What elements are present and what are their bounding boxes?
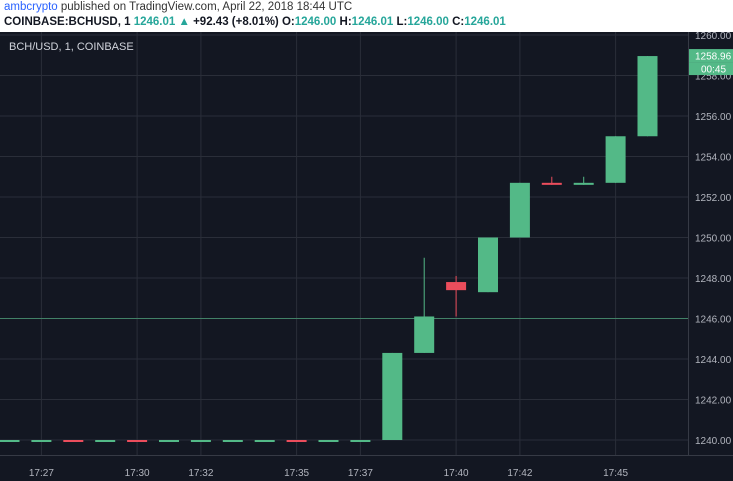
countdown-label: 00:45 [701, 65, 726, 76]
close-label: C: [452, 16, 465, 28]
candle-body [605, 136, 626, 183]
chart-panel[interactable]: 1240.00 1242.00 1244.00 1246.00 1248.00 1250.… [0, 32, 733, 481]
high-value: 1246.01 [351, 16, 394, 28]
y-tick-label: 1260.00 [695, 32, 732, 42]
x-tick-label: 17:37 [348, 468, 373, 479]
publish-line: ambcrypto published on TradingView.com, … [4, 1, 352, 13]
candle-body [190, 440, 211, 442]
change-arrow-icon: ▲ [178, 16, 190, 28]
x-tick-label: 17:30 [125, 468, 150, 479]
x-tick-label: 17:27 [29, 468, 54, 479]
chart-header: ambcrypto published on TradingView.com, … [0, 0, 733, 32]
y-tick-label: 1250.00 [695, 234, 732, 245]
x-tick-label: 17:42 [507, 468, 532, 479]
candle-body [573, 182, 594, 185]
y-tick-label: 1254.00 [695, 153, 732, 164]
candle-body [382, 352, 403, 440]
x-tick-label: 17:32 [188, 468, 213, 479]
candle-body [159, 440, 179, 442]
symbol-label[interactable]: COINBASE:BCHUSD, 1 [4, 16, 131, 28]
symbol-info-line: COINBASE:BCHUSD, 1 1246.01 ▲ +92.43 (+8.… [4, 16, 506, 28]
y-tick-label: 1240.00 [695, 436, 732, 447]
change-text: +92.43 (+8.01%) [193, 16, 279, 28]
candle-body [446, 282, 467, 291]
candle-body [286, 440, 307, 442]
last-value: 1246.01 [133, 16, 176, 28]
last-price-label-box [689, 49, 733, 63]
last-price-label: 1258.96 [695, 52, 732, 63]
low-label: L: [396, 16, 408, 28]
candle-body [95, 440, 116, 442]
candle-body [127, 440, 148, 442]
countdown-label-box [689, 62, 733, 76]
y-tick-label: 1252.00 [695, 193, 732, 204]
y-tick-label: 1244.00 [695, 355, 732, 366]
candle-body [541, 182, 562, 185]
candle-body [478, 237, 498, 293]
high-label: H: [339, 16, 352, 28]
candle-body [350, 440, 371, 442]
candlestick-chart[interactable]: 1240.00 1242.00 1244.00 1246.00 1248.00 1250.… [0, 32, 733, 481]
candle-body [31, 440, 52, 442]
y-tick-label: 1256.00 [695, 112, 732, 123]
publish-text: published on TradingView.com, April 22, … [57, 1, 353, 13]
x-tick-label: 17:35 [284, 468, 309, 479]
candle-body [63, 440, 84, 442]
low-value: 1246.00 [407, 16, 449, 28]
candle-body [0, 440, 20, 442]
y-tick-label: 1246.00 [695, 315, 732, 326]
candle-body [414, 316, 435, 353]
y-tick-label: 1248.00 [695, 274, 732, 285]
x-tick-label: 17:45 [603, 468, 628, 479]
author-link[interactable]: ambcrypto [4, 1, 58, 13]
chart-background [0, 32, 733, 481]
candle-body [318, 440, 339, 442]
candle-body [222, 440, 243, 442]
y-tick-label: 1258.00 [695, 72, 732, 83]
open-value: 1246.00 [294, 16, 337, 28]
open-label: O: [281, 16, 295, 28]
chart-symbol-label: BCH/USD, 1, COINBASE [9, 41, 134, 53]
y-tick-label: 1242.00 [695, 396, 732, 407]
candle-body [254, 440, 275, 442]
candle-body [637, 56, 658, 137]
x-tick-label: 17:40 [444, 468, 469, 479]
candle-body [509, 182, 530, 238]
close-value: 1246.01 [464, 16, 506, 28]
